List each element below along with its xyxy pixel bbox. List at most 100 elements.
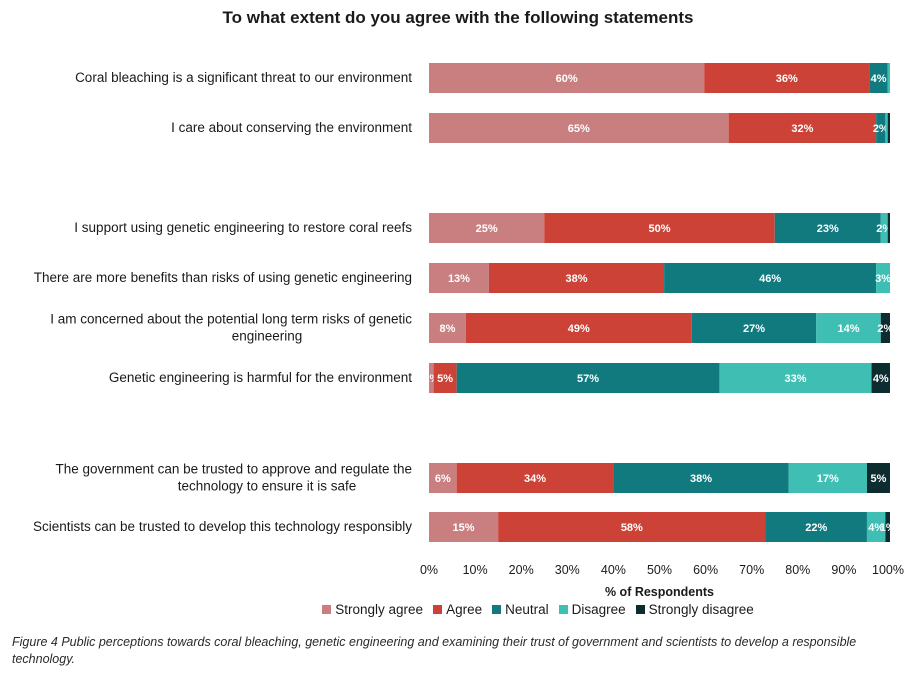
bar-segment-neutral [664,263,877,293]
category-label: technology to ensure it is safe [178,479,357,494]
bar-segment-agree [488,263,665,293]
legend-label: Strongly agree [335,602,424,617]
data-label: 22% [805,522,827,534]
x-tick-label: 0% [420,563,438,577]
category-label: Coral bleaching is a significant threat … [75,70,412,85]
legend-item: Strongly disagree [635,602,754,617]
data-label: 57% [577,373,599,385]
bar-segment-neutral [869,63,888,93]
data-label: 38% [566,273,588,285]
category-label: I care about conserving the environment [171,120,412,135]
data-label: 36% [776,73,798,85]
legend-label: Neutral [505,602,549,617]
legend-item: Agree [433,602,482,617]
x-tick-label: 70% [739,563,764,577]
legend-swatch [322,605,332,614]
bar-segment-disagree [876,263,890,293]
data-label: 5% [871,473,887,485]
data-label: 3% [875,273,891,285]
legend: Strongly agree Agree Neutral Disagree Strong… [0,602,916,617]
category-label: There are more benefits than risks of us… [34,270,412,285]
x-tick-label: 10% [463,563,488,577]
legend-item: Strongly agree [322,602,423,617]
category-label: I am concerned about the potential long … [50,312,412,327]
category-label: engineering [232,329,303,344]
legend-swatch [492,605,502,614]
data-label: 34% [524,473,546,485]
data-label: 5% [437,373,453,385]
bar-segment-strongly-agree [429,363,434,393]
data-label: 27% [743,323,765,335]
legend-swatch [558,605,568,614]
bar-segment-agree [728,113,877,143]
bar-segment-neutral [691,313,817,343]
bar-segment-strongly-agree [429,463,457,493]
data-label: 4% [871,73,887,85]
data-label: 14% [837,323,859,335]
data-label: 65% [568,123,590,135]
data-label: 2% [877,323,893,335]
bar-segment-disagree [885,113,888,143]
bar-segment-strongly-disagree [887,213,890,243]
stacked-bar-chart: Coral bleaching is a significant threat … [33,63,904,599]
bar-segment-strongly-disagree [887,113,890,143]
category-label: Genetic engineering is harmful for the e… [109,370,412,385]
bar-segment-disagree [866,512,886,542]
data-label: 4% [873,373,889,385]
x-tick-label: 50% [647,563,672,577]
bar-segment-disagree [788,463,867,493]
data-label: 38% [690,473,712,485]
legend-item: Disagree [558,602,626,617]
x-tick-label: 40% [601,563,626,577]
bar-segment-disagree [816,313,881,343]
data-label: 6% [435,473,451,485]
bar-segment-strongly-agree [429,512,499,542]
bar-segment-neutral [774,213,881,243]
figure-caption: Figure 4 Public perceptions towards cora… [12,635,857,666]
x-tick-label: 100% [872,563,904,577]
bar-segment-agree [498,512,766,542]
data-label: 32% [791,123,813,135]
bar-segment-strongly-agree [429,313,466,343]
bar-segment-neutral [765,512,867,542]
data-label: 1% [880,522,896,534]
chart-title: To what extent do you agree with the fol… [222,8,694,27]
legend-label: Agree [446,602,483,617]
bar-segment-strongly-agree [429,213,545,243]
data-label: 60% [556,73,578,85]
category-label: Scientists can be trusted to develop thi… [33,519,412,534]
data-label: 25% [476,223,498,235]
data-label: 33% [784,373,806,385]
data-label: 58% [621,522,643,534]
legend-swatch [433,605,443,614]
x-tick-label: 20% [509,563,534,577]
bar-segment-agree [465,313,692,343]
x-tick-label: 60% [693,563,718,577]
bar-segment-neutral [613,463,789,493]
bar-segment-strongly-disagree [871,363,890,393]
bar-segment-agree [433,363,457,393]
bar-segment-agree [456,463,614,493]
legend-label: Disagree [571,602,626,617]
data-label: 13% [448,273,470,285]
bar-segment-strongly-agree [429,263,489,293]
category-label: I support using genetic engineering to r… [74,220,412,235]
bar-segment-neutral [876,113,886,143]
data-label: 23% [817,223,839,235]
data-label: 2% [873,123,889,135]
data-label: 46% [759,273,781,285]
bar-segment-disagree [887,63,890,93]
bar-segment-strongly-disagree [880,313,890,343]
data-label: 15% [453,522,475,534]
bar-segment-agree [544,213,775,243]
legend-item: Neutral [492,602,549,617]
x-tick-label: 90% [831,563,856,577]
bar-segment-strongly-agree [429,113,729,143]
data-label: 8% [439,323,455,335]
bar-segment-disagree [719,363,872,393]
legend-swatch [635,605,645,614]
data-label: 50% [648,223,670,235]
bar-segment-strongly-disagree [885,512,890,542]
data-label: 49% [568,323,590,335]
bar-segment-neutral [456,363,720,393]
